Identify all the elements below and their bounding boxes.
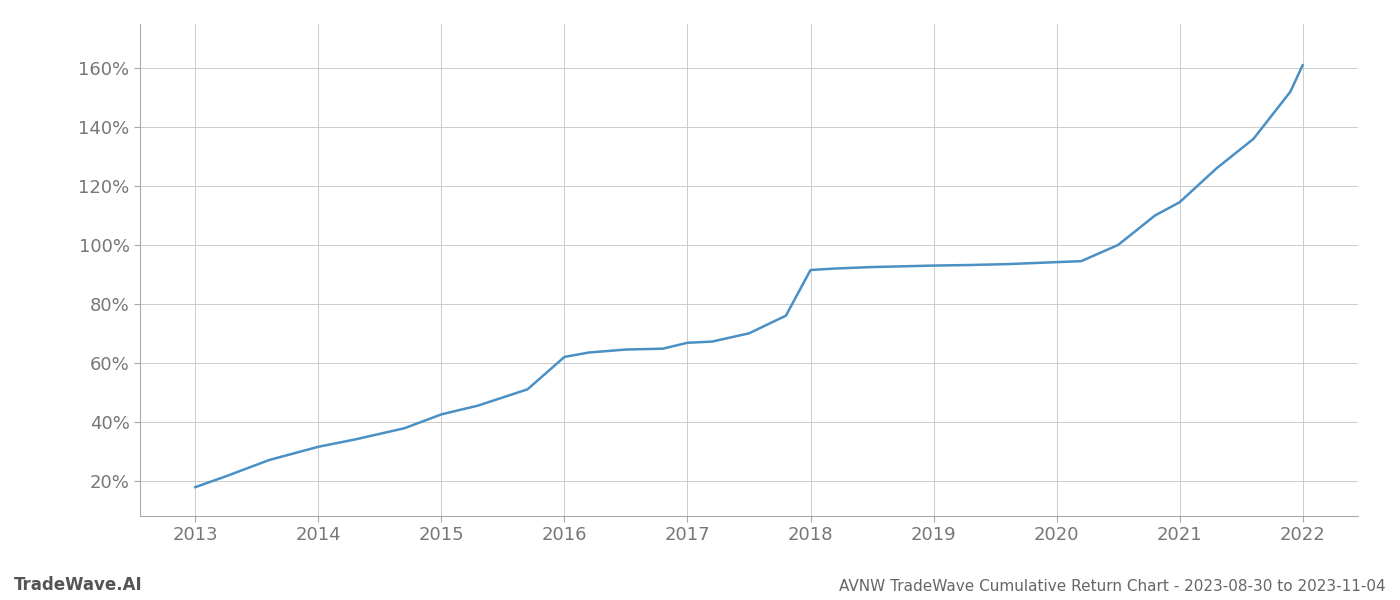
Text: TradeWave.AI: TradeWave.AI xyxy=(14,576,143,594)
Text: AVNW TradeWave Cumulative Return Chart - 2023-08-30 to 2023-11-04: AVNW TradeWave Cumulative Return Chart -… xyxy=(840,579,1386,594)
